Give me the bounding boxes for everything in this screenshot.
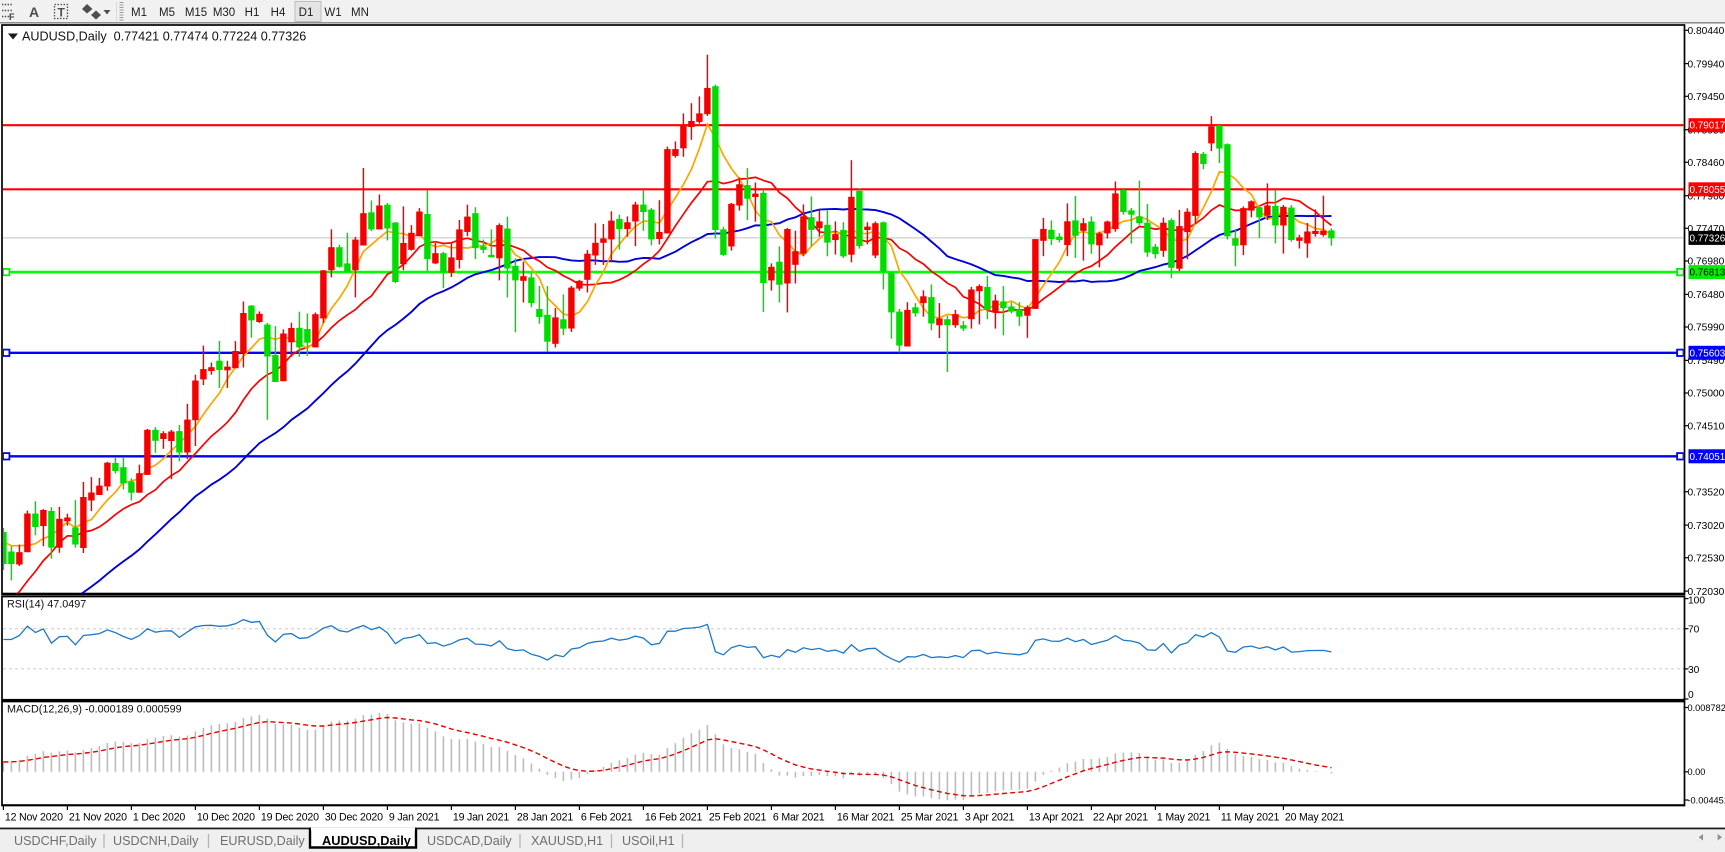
svg-text:0.72030: 0.72030 (1688, 587, 1725, 598)
svg-text:12 Nov 2020: 12 Nov 2020 (5, 812, 63, 824)
svg-text:0.77326: 0.77326 (1690, 233, 1725, 244)
svg-text:25 Feb 2021: 25 Feb 2021 (709, 812, 767, 824)
svg-text:10 Dec 2020: 10 Dec 2020 (197, 812, 255, 824)
svg-text:25 Mar 2021: 25 Mar 2021 (901, 812, 959, 824)
svg-text:100: 100 (1688, 596, 1705, 607)
svg-text:0.76813: 0.76813 (1690, 268, 1725, 279)
svg-text:0.008782: 0.008782 (1688, 703, 1725, 713)
svg-text:D1: D1 (299, 7, 314, 19)
svg-text:0.72530: 0.72530 (1688, 553, 1725, 564)
svg-text:M1: M1 (131, 7, 147, 19)
svg-text:T: T (58, 6, 66, 20)
svg-text:USDCHF,Daily: USDCHF,Daily (14, 834, 97, 848)
svg-text:0.79017: 0.79017 (1690, 121, 1725, 132)
svg-text:H1: H1 (245, 7, 260, 19)
svg-text:M15: M15 (185, 7, 207, 19)
svg-text:28 Jan 2021: 28 Jan 2021 (517, 812, 573, 824)
svg-text:0.00: 0.00 (1688, 767, 1706, 777)
svg-text:USOil,H1: USOil,H1 (622, 834, 674, 848)
svg-text:22 Apr 2021: 22 Apr 2021 (1093, 812, 1148, 824)
svg-text:0.79450: 0.79450 (1688, 92, 1725, 103)
svg-text:0.74051: 0.74051 (1690, 452, 1725, 463)
svg-text:0.73020: 0.73020 (1688, 521, 1725, 532)
svg-text:70: 70 (1688, 625, 1700, 636)
svg-text:21 Nov 2020: 21 Nov 2020 (69, 812, 127, 824)
svg-text:0.78460: 0.78460 (1688, 158, 1725, 169)
svg-text:0.75490: 0.75490 (1688, 356, 1725, 367)
svg-text:16 Mar 2021: 16 Mar 2021 (837, 812, 895, 824)
svg-text:XAUUSD,H1: XAUUSD,H1 (531, 834, 603, 848)
svg-text:1 Dec 2020: 1 Dec 2020 (133, 812, 185, 824)
svg-text:13 Apr 2021: 13 Apr 2021 (1029, 812, 1084, 824)
svg-text:0.75603: 0.75603 (1690, 348, 1725, 359)
svg-text:0.77960: 0.77960 (1688, 191, 1725, 202)
svg-text:6 Feb 2021: 6 Feb 2021 (581, 812, 633, 824)
svg-text:0.76480: 0.76480 (1688, 290, 1725, 301)
svg-text:0.75990: 0.75990 (1688, 323, 1725, 334)
svg-text:1 May 2021: 1 May 2021 (1157, 812, 1211, 824)
svg-text:0: 0 (1688, 690, 1694, 701)
svg-text:F: F (9, 12, 15, 22)
svg-text:9 Jan 2021: 9 Jan 2021 (389, 812, 440, 824)
svg-text:19 Jan 2021: 19 Jan 2021 (453, 812, 509, 824)
svg-text:H4: H4 (271, 7, 286, 19)
svg-text:W1: W1 (324, 7, 341, 19)
svg-text:3 Apr 2021: 3 Apr 2021 (965, 812, 1015, 824)
svg-text:0.77470: 0.77470 (1688, 224, 1725, 235)
svg-text:0.73520: 0.73520 (1688, 487, 1725, 498)
svg-text:M30: M30 (213, 7, 235, 19)
svg-text:19 Dec 2020: 19 Dec 2020 (261, 812, 319, 824)
svg-text:11 May 2021: 11 May 2021 (1221, 812, 1280, 824)
svg-text:6 Mar 2021: 6 Mar 2021 (773, 812, 825, 824)
svg-text:30: 30 (1688, 665, 1700, 676)
svg-text:-0.004451: -0.004451 (1688, 795, 1725, 805)
svg-text:USDCNH,Daily: USDCNH,Daily (113, 834, 199, 848)
svg-text:EURUSD,Daily: EURUSD,Daily (220, 834, 305, 848)
svg-text:AUDUSD,Daily: AUDUSD,Daily (322, 833, 412, 848)
svg-text:MACD(12,26,9) -0.000189 0.0005: MACD(12,26,9) -0.000189 0.000599 (7, 704, 182, 716)
svg-text:0.76980: 0.76980 (1688, 257, 1725, 268)
svg-text:RSI(14) 47.0497: RSI(14) 47.0497 (7, 599, 86, 611)
svg-text:30 Dec 2020: 30 Dec 2020 (325, 812, 383, 824)
svg-text:M5: M5 (159, 7, 175, 19)
svg-text:0.75000: 0.75000 (1688, 389, 1725, 400)
svg-text:MN: MN (351, 7, 369, 19)
svg-text:0.80440: 0.80440 (1688, 26, 1725, 37)
svg-text:16 Feb 2021: 16 Feb 2021 (645, 812, 703, 824)
svg-text:AUDUSD,Daily 0.77421 0.77474: AUDUSD,Daily 0.77421 0.77474 0.77224 0.7… (22, 30, 306, 44)
svg-text:USDCAD,Daily: USDCAD,Daily (427, 834, 512, 848)
svg-text:0.79940: 0.79940 (1688, 59, 1725, 70)
svg-text:A: A (29, 4, 39, 20)
svg-text:0.78055: 0.78055 (1690, 185, 1725, 196)
svg-text:20 May 2021: 20 May 2021 (1285, 812, 1344, 824)
svg-text:0.74510: 0.74510 (1688, 421, 1725, 432)
